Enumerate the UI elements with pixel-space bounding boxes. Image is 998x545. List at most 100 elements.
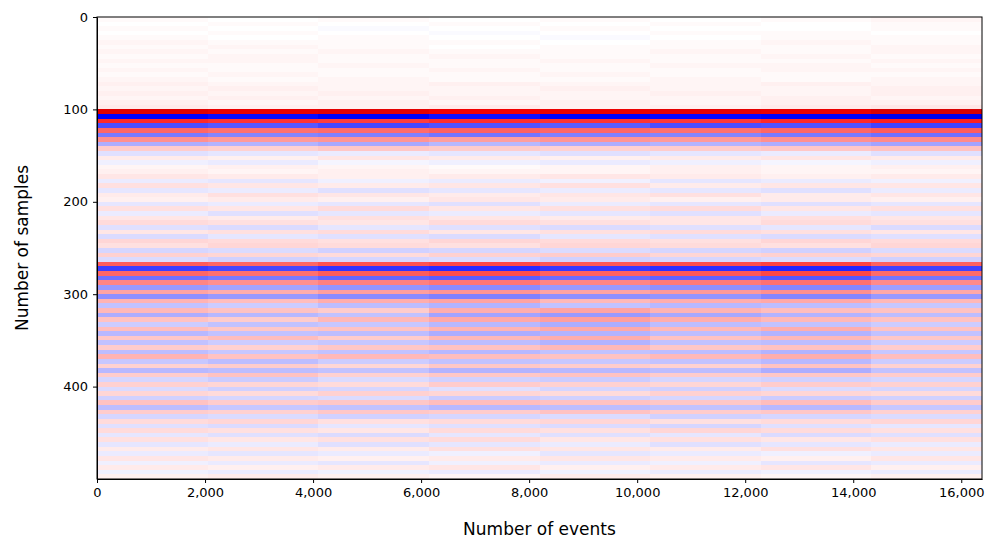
heatmap-cell [97,17,208,22]
heatmap-cell [318,400,429,405]
heatmap-cell [540,299,651,304]
tick-label: 8,000 [511,485,548,500]
heatmap-cell [540,280,651,285]
heatmap-cell [208,285,319,290]
heatmap-cell [97,68,208,73]
heatmap-cell [318,193,429,198]
heatmap-cell [540,331,651,336]
heatmap-cell [871,437,982,442]
heatmap-cell [97,63,208,68]
heatmap-cell [429,350,540,355]
heatmap-cell [208,193,319,198]
heatmap-cell [208,391,319,396]
heatmap-cell [429,317,540,322]
heatmap-cell [97,424,208,429]
plot-frame [97,17,982,479]
heatmap-cell [871,123,982,128]
heatmap-cell [761,225,872,230]
heatmap-cell [650,160,761,165]
heatmap-cell [650,119,761,124]
heatmap-cell [208,461,319,466]
heatmap-cell [318,156,429,161]
heatmap-cell [761,336,872,341]
heatmap-cell [761,290,872,295]
heatmap-cell [208,290,319,295]
heatmap-cell [761,239,872,244]
heatmap-cell [650,86,761,91]
heatmap-cell [761,45,872,50]
heatmap-cell [540,253,651,258]
heatmap-cell [429,290,540,295]
heatmap-cell [208,313,319,318]
heatmap-cell [871,220,982,225]
heatmap-cell [650,146,761,151]
tick-mark [93,387,97,388]
heatmap-cell [650,114,761,119]
heatmap-cell [318,410,429,415]
heatmap-cell [97,156,208,161]
heatmap-cell [650,442,761,447]
heatmap-cell [208,17,319,22]
heatmap-cell [208,86,319,91]
heatmap-cell [208,35,319,40]
heatmap-cell [208,303,319,308]
heatmap-cell [540,82,651,87]
heatmap-cell [318,396,429,401]
heatmap-cell [540,188,651,193]
heatmap-cell [871,243,982,248]
heatmap-cell [871,299,982,304]
heatmap-cell [761,294,872,299]
heatmap-cell [761,396,872,401]
heatmap-cell [650,26,761,31]
heatmap-cell [429,299,540,304]
heatmap-cell [871,156,982,161]
heatmap-cell [650,456,761,461]
heatmap-cell [97,45,208,50]
heatmap-cell [208,248,319,253]
heatmap-cell [429,364,540,369]
heatmap-cell [650,447,761,452]
heatmap-cell [318,303,429,308]
heatmap-cell [429,137,540,142]
heatmap-cell [429,368,540,373]
heatmap-cell [429,230,540,235]
heatmap-cell [429,451,540,456]
heatmap-cell [318,109,429,114]
heatmap-cell [208,133,319,138]
heatmap-cell [318,72,429,77]
heatmap-cell [208,179,319,184]
heatmap-cell [318,364,429,369]
heatmap-cell [540,243,651,248]
heatmap-cell [97,72,208,77]
heatmap-cell [208,257,319,262]
heatmap-cell [761,327,872,332]
heatmap-cell [97,285,208,290]
heatmap-cell [208,382,319,387]
heatmap-cell [208,211,319,216]
heatmap-cell [429,419,540,424]
heatmap-cell [318,234,429,239]
heatmap-cell [761,165,872,170]
heatmap-cell [429,243,540,248]
heatmap-cell [871,234,982,239]
heatmap-cell [97,225,208,230]
heatmap-cell [540,174,651,179]
heatmap-cell [650,470,761,475]
heatmap-cell [318,470,429,475]
heatmap-cell [97,82,208,87]
heatmap-cell [761,243,872,248]
heatmap-cell [318,137,429,142]
heatmap-cell [318,160,429,165]
heatmap-cell [429,474,540,479]
heatmap-cell [871,382,982,387]
heatmap-cell [429,54,540,59]
heatmap-cell [871,322,982,327]
heatmap-cell [318,391,429,396]
heatmap-cell [208,419,319,424]
heatmap-cell [97,447,208,452]
heatmap-cell [871,133,982,138]
heatmap-cell [761,470,872,475]
heatmap-cell [650,437,761,442]
heatmap-cell [650,234,761,239]
heatmap-cell [650,109,761,114]
